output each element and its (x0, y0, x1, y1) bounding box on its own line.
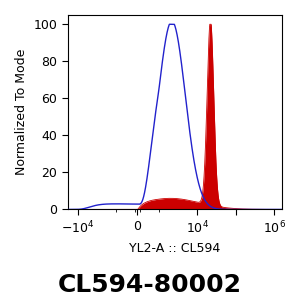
Text: CL594-80002: CL594-80002 (58, 273, 242, 297)
Y-axis label: Normalized To Mode: Normalized To Mode (15, 49, 28, 175)
X-axis label: YL2-A :: CL594: YL2-A :: CL594 (129, 242, 220, 255)
